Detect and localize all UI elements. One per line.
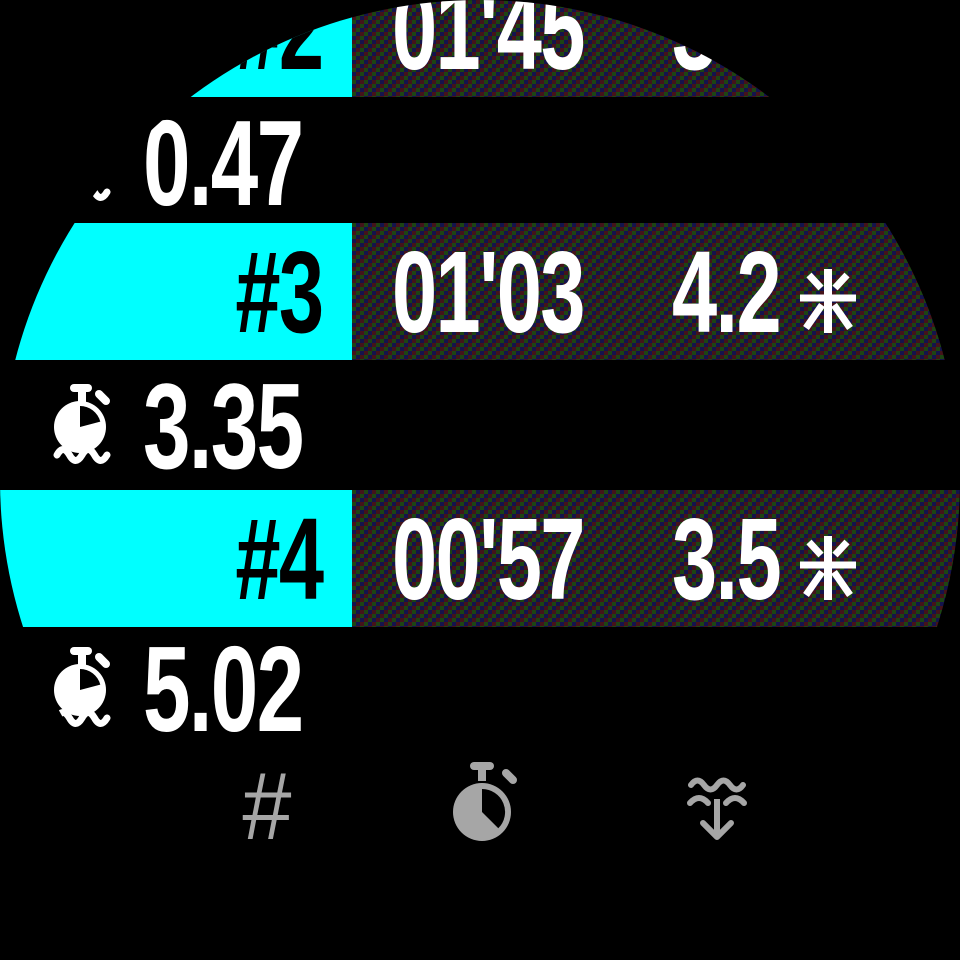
surface-interval-row: 3.35 xyxy=(0,358,540,494)
carbon-texture xyxy=(352,490,960,627)
lap-duration: 01'03 xyxy=(392,226,585,357)
surface-time-icon xyxy=(53,647,111,727)
surface-time-value: 5.02 xyxy=(143,621,304,757)
lap-duration: 01'45 xyxy=(392,0,585,94)
lap-row-4[interactable]: #4 00'57 3.5 xyxy=(0,490,960,627)
lap-number-cell xyxy=(0,223,352,360)
lap-depth: 4.2 xyxy=(672,226,782,357)
lap-number: #2 xyxy=(234,0,324,94)
lap-row-2[interactable]: #2 01'45 3 xyxy=(0,0,960,97)
surface-interval-row: 0.47 xyxy=(0,95,540,231)
meter-unit-glyph xyxy=(800,269,856,333)
lap-number: #3 xyxy=(234,226,324,357)
lap-row-3[interactable]: #3 01'03 4.2 xyxy=(0,223,960,360)
lap-number-cell xyxy=(0,490,352,627)
lap-number-column-icon: # xyxy=(242,753,292,860)
lap-detail-cell xyxy=(352,223,960,360)
surface-time-value: 0.47 xyxy=(143,95,304,231)
meter-unit-glyph xyxy=(800,536,856,600)
lap-number: #4 xyxy=(234,493,324,624)
surface-interval-row: 5.02 xyxy=(0,621,540,757)
surface-time-value: 3.35 xyxy=(143,358,304,494)
depth-arrow-icon xyxy=(687,777,747,840)
lap-duration: 00'57 xyxy=(392,493,585,624)
surface-time-icon xyxy=(53,384,111,464)
stopwatch-icon xyxy=(453,762,517,841)
carbon-texture xyxy=(352,223,960,360)
lap-depth: 3.5 xyxy=(672,493,782,624)
lap-depth: 3 xyxy=(672,0,717,94)
surface-time-icon xyxy=(53,121,111,201)
lap-number-cell xyxy=(0,0,352,97)
lap-detail-cell xyxy=(352,0,960,97)
lap-detail-cell xyxy=(352,490,960,627)
carbon-texture xyxy=(352,0,960,97)
